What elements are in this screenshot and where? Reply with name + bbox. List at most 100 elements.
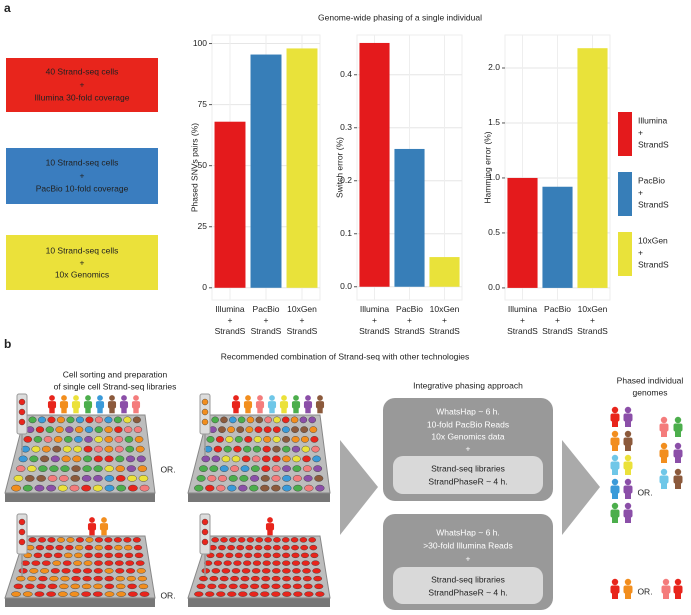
x-tick-line: StrandS: [507, 326, 538, 336]
well: [260, 475, 270, 482]
cell-icon: [624, 430, 632, 438]
cell-icon: [674, 442, 682, 450]
cell-icon: [109, 395, 115, 401]
well: [92, 591, 103, 597]
well: [53, 552, 63, 559]
well: [315, 591, 325, 597]
cell-icon: [660, 468, 668, 476]
cell-icon: [675, 431, 681, 437]
well: [194, 591, 204, 597]
well: [93, 568, 103, 574]
cell-icon: [49, 407, 55, 414]
well: [84, 552, 93, 559]
plate-top: [187, 535, 331, 599]
cell-icon: [257, 407, 263, 414]
cell-icon: [623, 485, 633, 494]
well: [45, 544, 54, 551]
cell-icon: [317, 407, 323, 414]
bar: [577, 48, 608, 288]
well: [251, 575, 260, 582]
well: [94, 416, 103, 424]
cell-icon: [625, 421, 631, 427]
well: [114, 552, 124, 559]
well: [126, 575, 136, 582]
well: [250, 475, 260, 482]
well: [47, 583, 58, 590]
well: [211, 537, 219, 543]
droplet: [201, 418, 209, 426]
section-heading: Phased individual: [617, 375, 684, 385]
well: [114, 560, 124, 566]
cell-icon: [303, 401, 313, 409]
x-tick-line: +: [300, 315, 305, 325]
y-tick-label: 0.1: [340, 228, 352, 238]
well: [59, 475, 69, 482]
well: [255, 416, 264, 424]
well: [57, 484, 68, 492]
well: [223, 445, 232, 453]
well: [137, 575, 147, 582]
bar: [394, 148, 425, 287]
well: [82, 575, 92, 582]
well: [229, 537, 237, 543]
arrow: [340, 440, 378, 535]
approach-text: WhatsHap ~ 6 h.: [436, 527, 500, 537]
cell-icon: [661, 457, 667, 463]
x-tick-line: +: [442, 315, 447, 325]
well: [113, 416, 122, 424]
x-tick-line: StrandS: [429, 326, 460, 336]
well: [55, 544, 64, 551]
droplet: [18, 408, 26, 416]
well: [313, 465, 323, 472]
well: [72, 455, 82, 463]
cell-icon: [245, 407, 251, 414]
cell-icon: [623, 461, 633, 470]
well: [41, 560, 51, 566]
well: [249, 591, 259, 597]
cell-icon: [243, 401, 253, 409]
well: [50, 568, 60, 574]
well: [104, 436, 113, 443]
well: [272, 436, 281, 443]
well: [301, 560, 310, 566]
cell-icon: [267, 529, 273, 536]
well: [127, 591, 138, 597]
well: [282, 455, 291, 463]
cell-icon: [121, 395, 127, 401]
well: [134, 552, 144, 559]
x-tick-line: PacBio: [396, 304, 423, 314]
well: [263, 544, 272, 551]
well: [234, 436, 243, 443]
well: [282, 465, 291, 472]
well: [273, 537, 281, 543]
bar: [429, 257, 460, 287]
x-tick-line: 10xGen: [287, 304, 317, 314]
well: [211, 568, 221, 574]
box-text: 10 Strand-seq cells: [46, 245, 119, 255]
cell-icon: [97, 395, 103, 401]
well: [71, 465, 81, 472]
well: [219, 465, 229, 472]
well: [18, 568, 28, 574]
approach-text: >30-fold Illumina Reads: [423, 540, 513, 550]
well: [204, 445, 213, 453]
well: [66, 416, 75, 424]
cell-icon: [305, 407, 311, 414]
x-tick-line: Illumina: [360, 304, 390, 314]
cell-icon: [623, 585, 633, 594]
well: [25, 475, 35, 482]
well: [282, 445, 291, 453]
well: [28, 416, 37, 424]
cell-icon: [85, 395, 91, 401]
well: [47, 537, 56, 543]
cell-icon: [87, 523, 97, 531]
x-tick-line: +: [590, 315, 595, 325]
box-text: Illumina 30-fold coverage: [35, 92, 130, 102]
cell-icon: [269, 407, 275, 414]
plate-top: [187, 414, 331, 494]
well: [251, 465, 260, 472]
well: [201, 568, 211, 574]
cell-icon: [623, 413, 633, 422]
arrow: [562, 440, 600, 535]
well: [282, 568, 291, 574]
